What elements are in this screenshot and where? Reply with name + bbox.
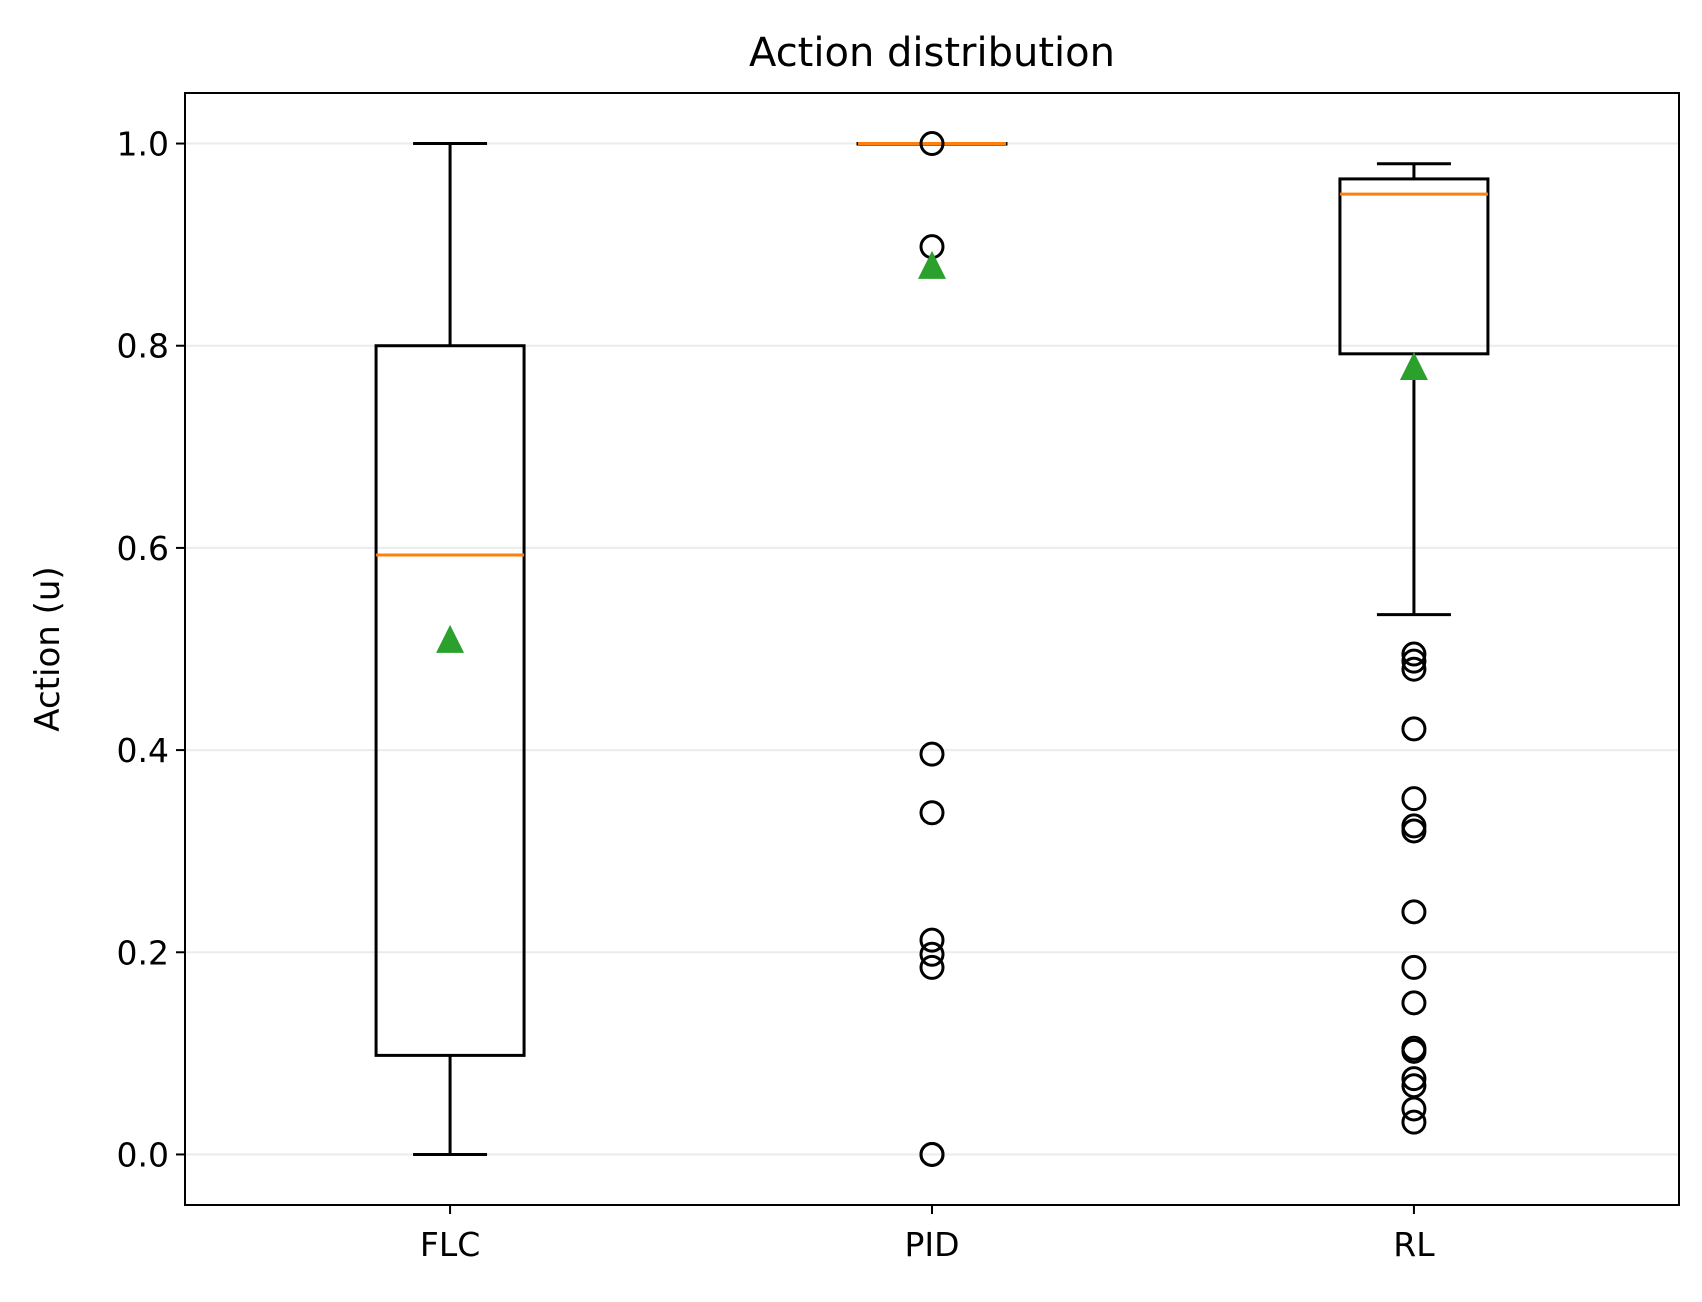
mean-marker: [1399, 351, 1428, 380]
y-tick-label: 1.0: [117, 125, 169, 164]
outlier-point: [919, 1141, 945, 1167]
mean-marker: [918, 250, 946, 279]
outlier-point: [1401, 1109, 1427, 1135]
outlier-point: [1401, 716, 1427, 742]
outlier-point: [919, 131, 945, 157]
y-axis-label: Action (u): [28, 566, 68, 731]
chart-title: Action distribution: [749, 30, 1115, 76]
outlier-point: [1401, 1096, 1427, 1122]
boxes-layer: [374, 131, 1490, 1167]
outlier-point: [1401, 1066, 1427, 1092]
outlier-point: [919, 800, 945, 826]
outlier-point: [1401, 954, 1427, 980]
x-axis: FLC PID RL: [420, 1205, 1435, 1264]
outlier-point: [1401, 1038, 1427, 1064]
outlier-point: [1401, 786, 1427, 812]
y-tick-label: 0.4: [117, 731, 169, 770]
y-tick-label: 0.2: [117, 933, 169, 972]
outlier-point: [1401, 656, 1427, 682]
grid-lines: [185, 142, 1679, 1156]
plot-frame: [184, 92, 1680, 1206]
iqr-box: [1338, 177, 1490, 356]
box-group-flc: [374, 142, 526, 1156]
x-tick-label: FLC: [420, 1225, 480, 1264]
mean-marker: [436, 624, 465, 653]
outlier-point: [919, 941, 945, 967]
outlier-point: [1401, 990, 1427, 1016]
outlier-point: [1401, 813, 1427, 839]
iqr-box: [374, 344, 526, 1057]
x-tick-label: RL: [1393, 1225, 1435, 1264]
outlier-point: [919, 954, 945, 980]
y-tick-label: 0.0: [117, 1135, 169, 1174]
y-axis: 0.0 0.2 0.4 0.6 0.8 1.0: [117, 125, 185, 1174]
y-tick-label: 0.6: [117, 529, 169, 568]
x-tick-label: PID: [904, 1225, 959, 1264]
outlier-point: [1401, 818, 1427, 844]
outlier-point: [1401, 648, 1427, 674]
outlier-point: [1401, 641, 1427, 667]
y-tick-label: 0.8: [117, 327, 169, 366]
box-group-pid: [856, 131, 1008, 1167]
outlier-point: [919, 927, 945, 953]
outlier-point: [1401, 899, 1427, 925]
box-group-rl: [1338, 162, 1490, 1135]
outlier-point: [919, 741, 945, 767]
